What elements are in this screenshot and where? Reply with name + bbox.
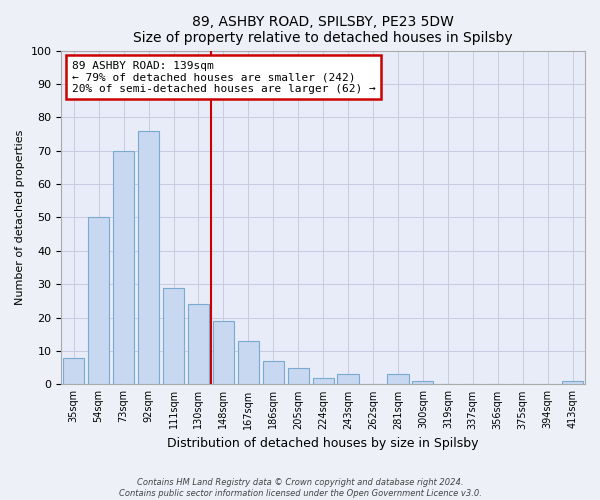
Title: 89, ASHBY ROAD, SPILSBY, PE23 5DW
Size of property relative to detached houses i: 89, ASHBY ROAD, SPILSBY, PE23 5DW Size o… bbox=[133, 15, 513, 45]
Bar bbox=[412, 381, 433, 384]
Text: Contains HM Land Registry data © Crown copyright and database right 2024.
Contai: Contains HM Land Registry data © Crown c… bbox=[119, 478, 481, 498]
Bar bbox=[388, 374, 409, 384]
Bar bbox=[138, 130, 159, 384]
Bar bbox=[113, 150, 134, 384]
Y-axis label: Number of detached properties: Number of detached properties bbox=[15, 130, 25, 305]
Bar bbox=[238, 341, 259, 384]
Bar bbox=[88, 218, 109, 384]
X-axis label: Distribution of detached houses by size in Spilsby: Distribution of detached houses by size … bbox=[167, 437, 479, 450]
Bar bbox=[163, 288, 184, 384]
Bar bbox=[213, 321, 234, 384]
Bar bbox=[313, 378, 334, 384]
Bar bbox=[337, 374, 359, 384]
Text: 89 ASHBY ROAD: 139sqm
← 79% of detached houses are smaller (242)
20% of semi-det: 89 ASHBY ROAD: 139sqm ← 79% of detached … bbox=[72, 60, 376, 94]
Bar bbox=[287, 368, 309, 384]
Bar bbox=[188, 304, 209, 384]
Bar bbox=[63, 358, 85, 384]
Bar bbox=[263, 361, 284, 384]
Bar bbox=[562, 381, 583, 384]
